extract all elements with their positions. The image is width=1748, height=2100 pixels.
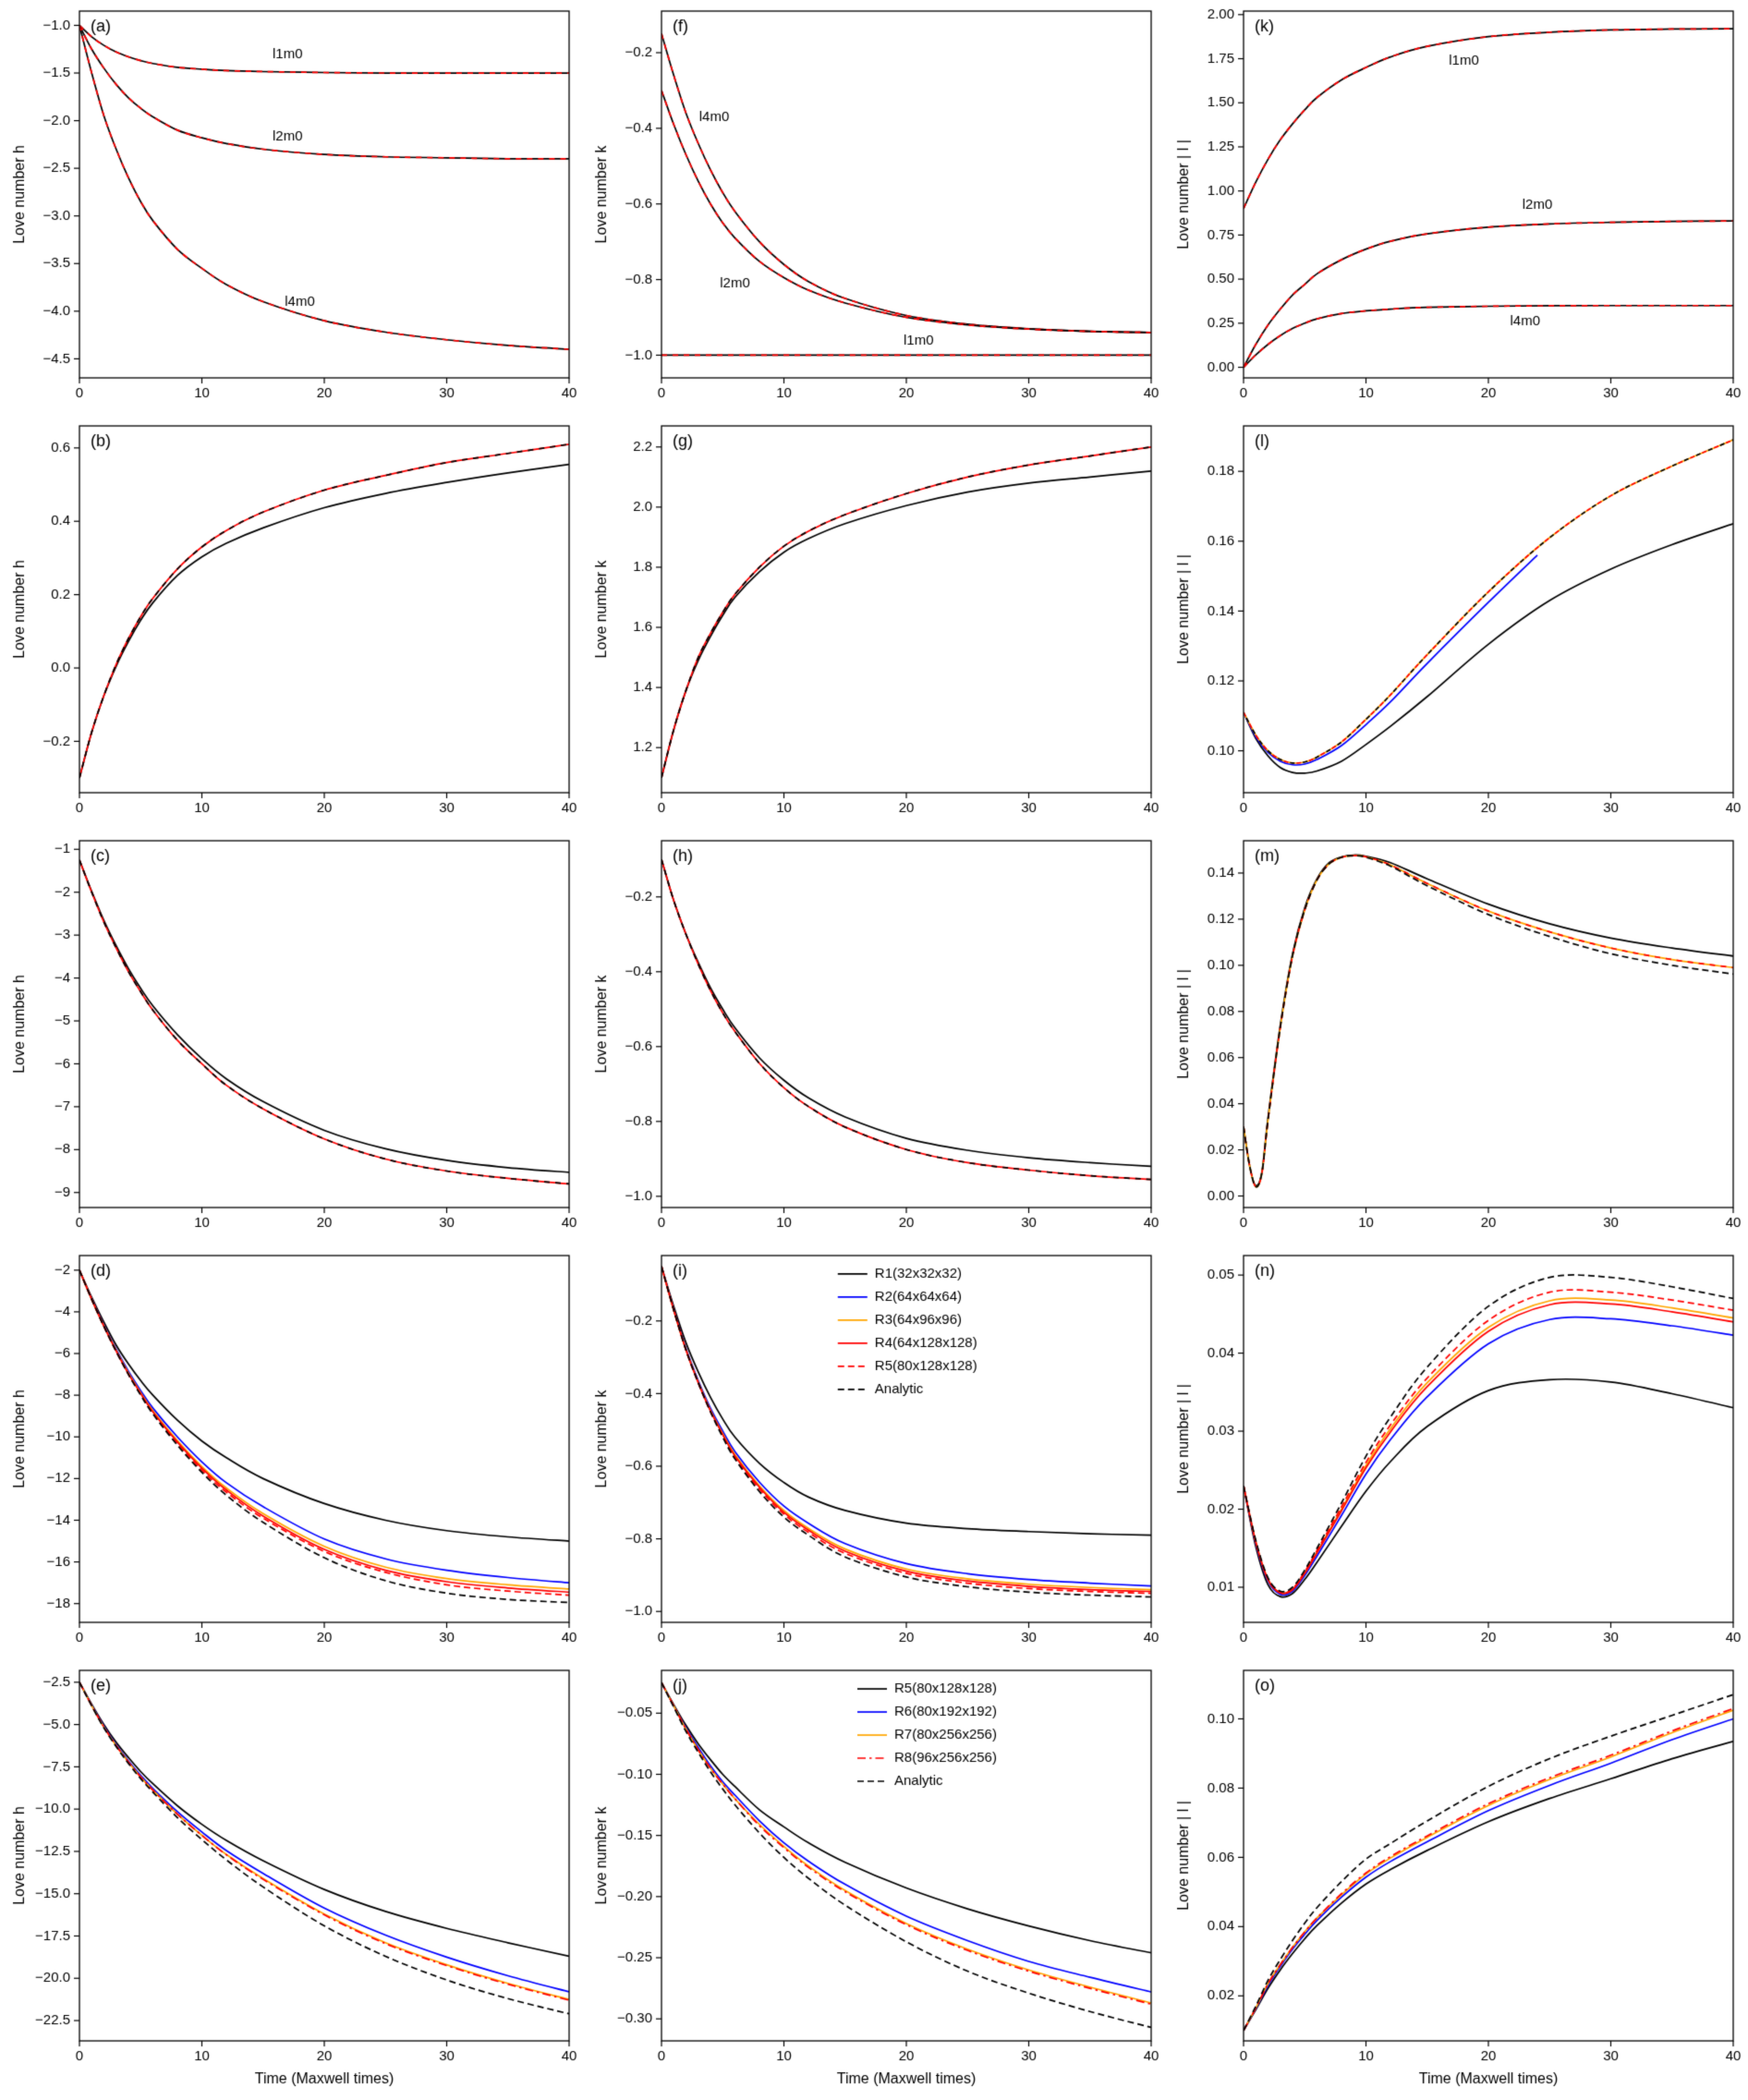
panel-n-canvas — [1166, 1246, 1746, 1659]
panel-a-canvas — [2, 2, 582, 415]
panel-f-canvas — [584, 2, 1164, 415]
panel-d-canvas — [2, 1246, 582, 1659]
panel-g-canvas — [584, 417, 1164, 830]
panel-j-canvas — [584, 1661, 1164, 2098]
panel-e-canvas — [2, 1661, 582, 2098]
panel-b-canvas — [2, 417, 582, 830]
panel-i-canvas — [584, 1246, 1164, 1659]
panel-h-canvas — [584, 832, 1164, 1244]
panel-c-canvas — [2, 832, 582, 1244]
panel-m-canvas — [1166, 832, 1746, 1244]
panel-o-canvas — [1166, 1661, 1746, 2098]
panel-k-canvas — [1166, 2, 1746, 415]
panel-l-canvas — [1166, 417, 1746, 830]
